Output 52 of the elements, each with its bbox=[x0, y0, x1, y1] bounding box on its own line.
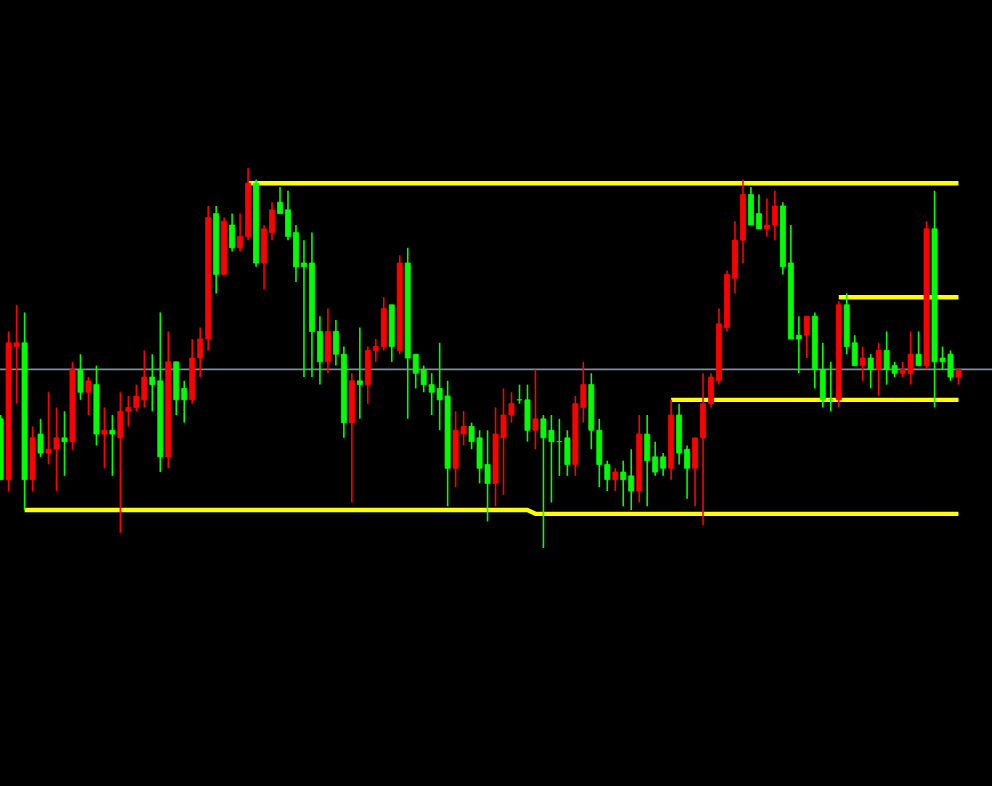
candlestick bbox=[883, 330, 890, 386]
candlestick bbox=[37, 418, 44, 458]
candlestick bbox=[875, 342, 882, 397]
candlestick bbox=[301, 239, 307, 378]
candlestick bbox=[45, 391, 52, 466]
candlestick bbox=[452, 410, 459, 489]
candlestick bbox=[532, 368, 539, 451]
candlestick bbox=[53, 406, 60, 492]
candlestick bbox=[915, 330, 922, 367]
candlestick bbox=[141, 349, 148, 409]
candlestick bbox=[612, 467, 619, 492]
candlestick bbox=[564, 429, 571, 477]
candlestick bbox=[500, 387, 507, 496]
candlestick bbox=[348, 372, 355, 504]
candlestick bbox=[428, 372, 435, 416]
candlestick bbox=[859, 345, 866, 382]
candlestick bbox=[356, 326, 363, 420]
candlestick bbox=[907, 330, 914, 386]
candlestick bbox=[748, 186, 754, 226]
candlestick bbox=[476, 429, 483, 485]
candlestick bbox=[803, 315, 810, 359]
candlestick bbox=[388, 304, 395, 363]
candlestick bbox=[229, 212, 236, 253]
candlestick bbox=[700, 372, 707, 527]
candlestick bbox=[548, 414, 555, 504]
candlestick bbox=[109, 414, 116, 477]
candlestick bbox=[524, 383, 531, 443]
candlestick bbox=[763, 197, 770, 238]
candlestick bbox=[364, 345, 371, 405]
candlestick bbox=[324, 307, 331, 375]
candlestick bbox=[652, 440, 659, 477]
candlestick bbox=[867, 353, 874, 390]
candlestick bbox=[620, 459, 627, 508]
candlestick bbox=[660, 452, 667, 477]
candlestick bbox=[77, 353, 84, 401]
candlestick bbox=[540, 414, 547, 549]
candlestick bbox=[173, 361, 180, 416]
candlestick bbox=[61, 410, 68, 477]
candlestick bbox=[644, 414, 651, 508]
candlestick bbox=[380, 296, 387, 352]
candlestick bbox=[101, 406, 108, 470]
candlestick bbox=[628, 448, 635, 511]
candlestick bbox=[29, 425, 36, 492]
candlestick bbox=[947, 349, 954, 382]
candlestick bbox=[117, 391, 124, 534]
candlestick bbox=[771, 189, 778, 241]
candlestick bbox=[85, 376, 92, 416]
candlestick bbox=[676, 402, 683, 466]
candlestick bbox=[189, 338, 196, 405]
candlestick bbox=[755, 193, 762, 230]
candlestick bbox=[484, 429, 491, 523]
candlestick bbox=[133, 383, 140, 413]
